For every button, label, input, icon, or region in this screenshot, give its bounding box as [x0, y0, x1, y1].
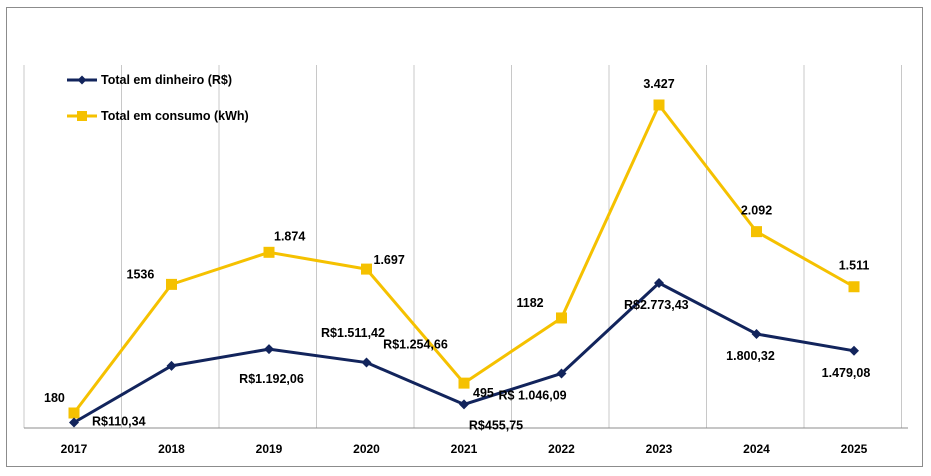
data-label-dinheiro: R$2.773,43: [624, 298, 689, 312]
x-tick-label: 2020: [353, 442, 380, 456]
legend: Total em dinheiro (R$) Total em consumo …: [67, 73, 249, 123]
data-label-dinheiro: R$1.254,66: [383, 338, 448, 352]
point-marker-consumo: [68, 407, 80, 419]
point-marker-consumo: [361, 263, 372, 275]
legend-marker-consumo: [77, 111, 87, 121]
legend-item-dinheiro: Total em dinheiro (R$): [67, 73, 232, 87]
point-marker-dinheiro: [556, 368, 567, 379]
data-label-consumo: 1182: [517, 296, 544, 310]
point-marker-dinheiro: [166, 360, 177, 371]
point-marker-dinheiro: [751, 328, 762, 339]
point-marker-dinheiro: [459, 399, 469, 410]
point-marker-consumo: [848, 281, 860, 293]
series-layer: [68, 99, 860, 428]
data-label-dinheiro: 1.800,32: [726, 349, 775, 363]
data-label-dinheiro: R$110,34: [92, 415, 146, 429]
point-marker-dinheiro: [849, 345, 859, 356]
x-tick-label: 2018: [158, 442, 185, 456]
data-label-consumo: 2.092: [741, 204, 772, 218]
gridlines: [23, 65, 902, 428]
legend-label-dinheiro: Total em dinheiro (R$): [101, 73, 232, 87]
data-label-dinheiro: 1.479,08: [822, 366, 871, 380]
chart-frame: [6, 7, 923, 467]
legend-item-consumo: Total em consumo (kWh): [67, 109, 249, 123]
point-marker-dinheiro: [69, 417, 79, 428]
x-tick-label: 2023: [646, 442, 673, 456]
data-label-consumo: 1.697: [374, 253, 405, 267]
point-marker-consumo: [458, 377, 470, 389]
data-label-consumo: 1.511: [839, 259, 870, 273]
x-tick-label: 2017: [61, 442, 88, 456]
point-marker-dinheiro: [654, 278, 664, 288]
point-marker-consumo: [263, 246, 275, 258]
data-label-dinheiro: R$455,75: [469, 418, 523, 432]
legend-label-consumo: Total em consumo (kWh): [101, 109, 249, 123]
data-label-consumo: 3.427: [643, 77, 674, 91]
data-label-dinheiro: R$ 1.046,09: [499, 388, 567, 402]
data-label-consumo: 180: [44, 391, 65, 405]
point-marker-consumo: [166, 278, 177, 290]
x-axis-ticks: 2017 2018 2019 2020 2021 2022 2023 2024 2025: [61, 442, 868, 456]
x-tick-label: 2021: [451, 442, 478, 456]
data-label-dinheiro: R$1.192,06: [239, 372, 304, 386]
point-marker-consumo: [751, 226, 762, 238]
data-labels: R$110,34 R$1.192,06 R$1.511,42R$1.254,66 R$…: [44, 77, 870, 432]
data-label-consumo: 1536: [127, 267, 155, 281]
x-tick-label: 2024: [743, 442, 770, 456]
point-marker-dinheiro: [361, 357, 372, 368]
point-marker-consumo: [653, 99, 665, 111]
x-tick-label: 2019: [256, 442, 283, 456]
x-tick-label: 2025: [841, 442, 868, 456]
legend-marker-dinheiro: [77, 75, 87, 85]
data-label-dinheiro: R$1.511,42: [321, 326, 385, 340]
x-tick-label: 2022: [548, 442, 575, 456]
point-marker-dinheiro: [264, 344, 274, 355]
point-marker-consumo: [556, 312, 567, 324]
data-label-consumo: 1.874: [274, 229, 305, 243]
data-label-consumo: 495: [473, 386, 494, 400]
series-line-consumo: [72, 103, 855, 414]
